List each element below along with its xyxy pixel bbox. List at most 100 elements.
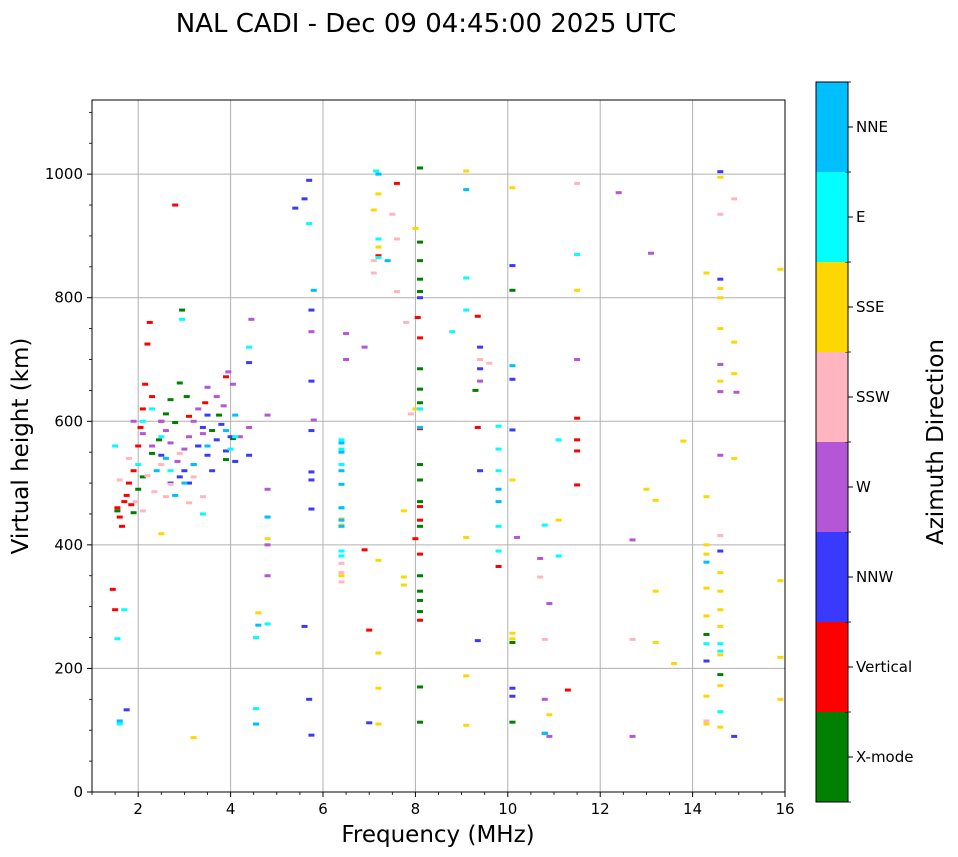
- echo-point-e: [541, 523, 548, 527]
- echo-point-vertical: [128, 503, 135, 507]
- echo-point-w: [629, 538, 636, 542]
- x-tick-label: 8: [411, 800, 421, 818]
- echo-point-nne: [495, 487, 502, 491]
- echo-point-sse: [717, 589, 724, 593]
- echo-point-e: [338, 447, 345, 451]
- echo-point-nnw: [417, 296, 424, 300]
- echo-point-x-mode: [417, 720, 424, 724]
- echo-point-w: [158, 419, 165, 423]
- echo-point-x-mode: [509, 640, 516, 644]
- echo-point-nnw: [213, 438, 220, 442]
- echo-point-e: [158, 435, 165, 439]
- echo-point-e: [555, 554, 562, 558]
- echo-point-sse: [546, 713, 553, 717]
- echo-point-sse: [652, 640, 659, 644]
- echo-point-sse: [158, 532, 165, 536]
- echo-point-vertical: [574, 438, 581, 442]
- echo-point-sse: [255, 611, 262, 615]
- echo-point-x-mode: [229, 437, 236, 441]
- echo-point-w: [648, 251, 655, 255]
- echo-point-nnw: [509, 377, 516, 381]
- echo-point-x-mode: [417, 166, 424, 170]
- echo-point-w: [213, 395, 220, 399]
- echo-point-sse: [509, 637, 516, 641]
- echo-point-x-mode: [703, 632, 710, 636]
- echo-point-nne: [509, 364, 516, 368]
- echo-point-x-mode: [167, 398, 174, 402]
- echo-point-w: [220, 404, 227, 408]
- echo-point-x-mode: [135, 487, 142, 491]
- echo-point-w: [541, 697, 548, 701]
- echo-point-nnw: [227, 435, 234, 439]
- echo-point-w: [477, 379, 484, 383]
- echo-point-vertical: [412, 537, 419, 541]
- echo-point-nne: [495, 500, 502, 504]
- echo-point-sse: [463, 723, 470, 727]
- echo-point-w: [308, 330, 315, 334]
- echo-point-ssw: [158, 463, 165, 467]
- echo-point-x-mode: [176, 381, 183, 385]
- echo-point-x-mode: [130, 511, 137, 515]
- echo-point-vertical: [495, 564, 502, 568]
- echo-point-ssw: [407, 412, 414, 416]
- echo-point-sse: [190, 736, 197, 740]
- echo-point-nnw: [366, 721, 373, 725]
- echo-point-nnw: [301, 624, 308, 628]
- echo-point-w: [204, 385, 211, 389]
- echo-point-w: [264, 413, 271, 417]
- echo-point-nne: [232, 413, 239, 417]
- echo-point-w: [264, 543, 271, 547]
- echo-point-nne: [255, 623, 262, 627]
- echo-point-w: [246, 425, 253, 429]
- echo-point-vertical: [116, 515, 123, 519]
- y-tick-label: 200: [54, 659, 83, 677]
- echo-point-vertical: [137, 425, 144, 429]
- echo-point-nnw: [209, 469, 216, 473]
- echo-point-nne: [190, 463, 197, 467]
- echo-point-sse: [731, 372, 738, 376]
- axis-ticks: 2 4 6 8 10 12 14 16 0 200 400 600 800 1000: [45, 111, 795, 818]
- echo-point-ssw: [125, 456, 132, 460]
- echo-point-w: [537, 556, 544, 560]
- echo-point-x-mode: [417, 500, 424, 504]
- echo-point-sse: [509, 478, 516, 482]
- azimuth-colorbar: X-mode Vertical NNW W SSW SSE E NNE: [815, 81, 913, 803]
- echo-point-e: [253, 707, 260, 711]
- echo-point-e: [232, 435, 239, 439]
- echo-point-x-mode: [179, 308, 186, 312]
- echo-point-nnw: [181, 469, 188, 473]
- echo-point-w: [343, 332, 350, 336]
- chart-title: NAL CADI - Dec 09 04:45:00 2025 UTC: [176, 9, 676, 39]
- colorbar-label-ssw: SSW: [856, 388, 890, 406]
- echo-point-e: [373, 169, 380, 173]
- echo-point-w: [343, 358, 350, 361]
- echo-point-e: [112, 444, 119, 448]
- echo-point-sse: [717, 571, 724, 575]
- echo-point-e: [703, 642, 710, 646]
- echo-point-sse: [680, 439, 687, 443]
- echo-point-x-mode: [509, 288, 516, 292]
- echo-point-vertical: [474, 425, 481, 429]
- echo-point-ssw: [703, 719, 710, 723]
- echo-point-nnw: [204, 453, 211, 457]
- echo-point-e: [246, 345, 253, 349]
- echo-point-w: [130, 419, 137, 423]
- echo-point-nne: [703, 560, 710, 564]
- echo-point-nnw: [509, 264, 516, 268]
- echo-point-ssw: [199, 495, 206, 499]
- echo-point-sse: [777, 655, 784, 659]
- echo-point-e: [495, 549, 502, 553]
- echo-point-sse: [643, 487, 650, 491]
- echo-point-e: [717, 642, 724, 646]
- echo-point-e: [135, 463, 142, 467]
- echo-point-sse: [338, 574, 345, 578]
- echo-point-e: [114, 637, 121, 641]
- echo-point-ssw: [477, 358, 484, 361]
- echo-point-w: [195, 407, 202, 411]
- echo-point-w: [310, 418, 317, 422]
- echo-point-vertical: [119, 524, 126, 528]
- echo-point-nne: [162, 456, 169, 460]
- echo-point-ssw: [629, 637, 636, 641]
- echo-point-nnw: [509, 694, 516, 698]
